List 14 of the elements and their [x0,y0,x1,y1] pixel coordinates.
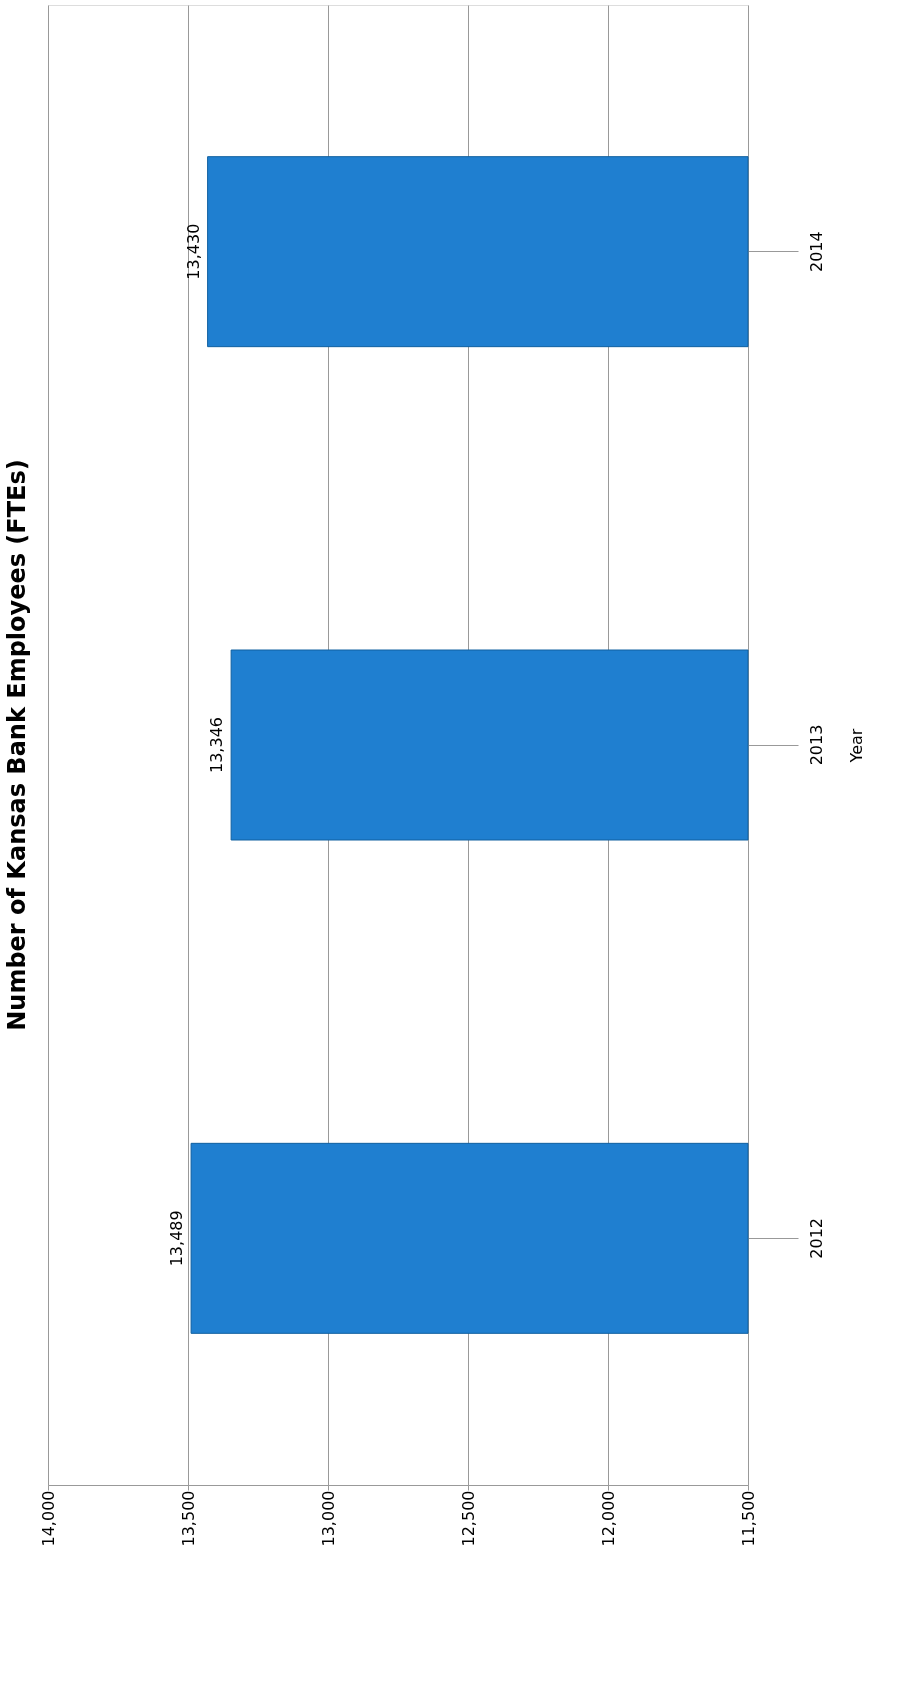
y-axis-title: Year [846,728,866,764]
text: Number of Kansas Bank Employees (FTEs) [3,459,31,1031]
x-tick-label: 11,500 [738,1490,758,1547]
y-tick-label: 2013 [806,724,826,766]
x-tick-label: 12,500 [458,1490,478,1547]
x-tick-label: 12,000 [598,1490,618,1547]
data-label: 13,430 [183,223,203,280]
x-tick-label: 13,500 [178,1490,198,1547]
data-label: 13,489 [167,1210,187,1267]
data-label: 13,346 [207,717,227,773]
x-tick-label: 14,000 [38,1490,58,1547]
y-tick-label: 2012 [806,1217,826,1259]
x-tick-label: 13,000 [318,1490,338,1547]
y-tick-label: 2014 [806,231,826,273]
